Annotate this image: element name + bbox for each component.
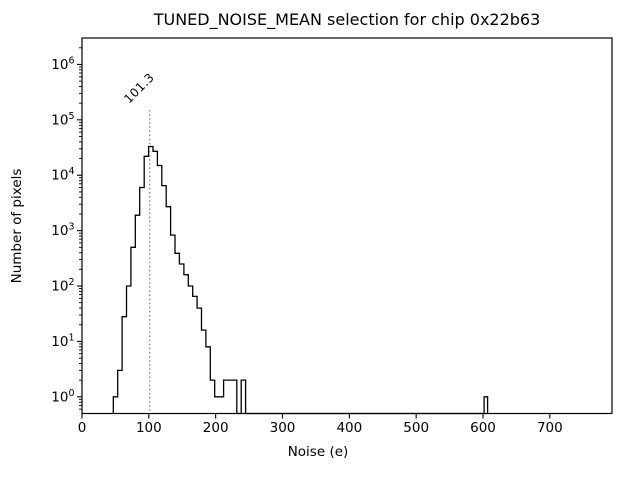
axes-frame xyxy=(81,37,613,415)
y-tick-label: 101 xyxy=(51,332,74,350)
y-axis-label: Number of pixels xyxy=(9,169,25,284)
x-tick-label: 600 xyxy=(470,420,496,436)
x-tick-label: 200 xyxy=(203,420,229,436)
chart-title: TUNED_NOISE_MEAN selection for chip 0x22… xyxy=(153,10,541,30)
x-tick-label: 700 xyxy=(537,420,563,436)
x-axis-label: Noise (e) xyxy=(288,444,349,460)
y-tick-label: 103 xyxy=(51,222,74,240)
histogram-outline xyxy=(112,145,489,415)
x-tick-label: 0 xyxy=(78,420,87,436)
x-tick-label: 100 xyxy=(136,420,162,436)
y-tick-label: 106 xyxy=(51,55,74,73)
x-tick-label: 300 xyxy=(270,420,296,436)
x-tick-label: 400 xyxy=(336,420,362,436)
y-tick-label: 104 xyxy=(51,166,74,184)
y-tick-label: 105 xyxy=(51,111,74,129)
y-tick-label: 102 xyxy=(51,277,74,295)
selection-value-annotation: 101.3 xyxy=(121,70,157,106)
y-tick-label: 100 xyxy=(51,388,74,406)
x-tick-label: 500 xyxy=(403,420,429,436)
